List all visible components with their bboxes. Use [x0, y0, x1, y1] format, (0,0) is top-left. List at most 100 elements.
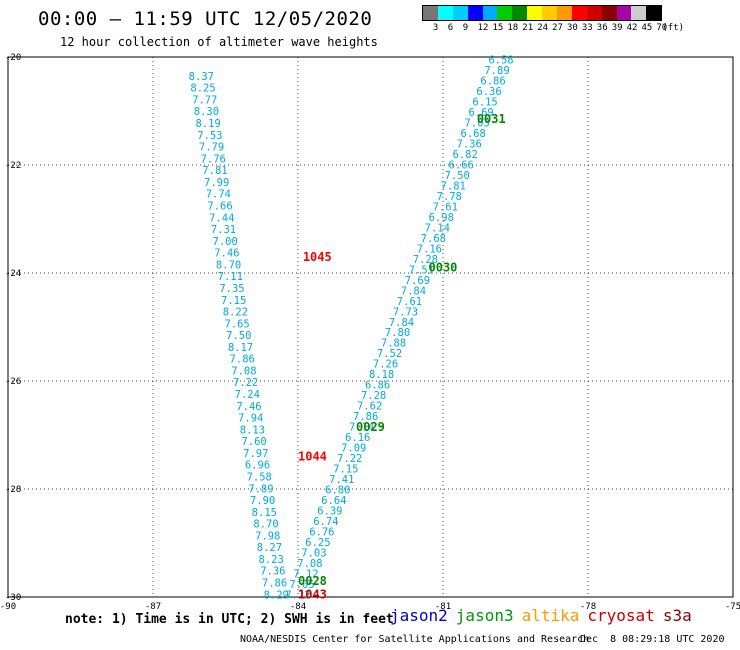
latitude-tick-label: -22 — [5, 161, 21, 171]
wave-height-value: 6.86 — [480, 76, 505, 88]
wave-height-value: 7.69 — [405, 275, 430, 287]
latitude-tick-label: -26 — [5, 377, 21, 387]
colorbar-swatch — [631, 6, 647, 20]
wave-height-value: 7.50 — [226, 330, 251, 342]
colorbar-label: 27 — [552, 23, 563, 33]
wave-height-value: 6.76 — [309, 526, 334, 538]
colorbar-swatch — [557, 6, 572, 20]
pass-time-label: 1045 — [303, 250, 332, 264]
wave-height-value: 7.58 — [247, 471, 272, 483]
colorbar-label: 3 — [432, 23, 439, 33]
colorbar-swatch — [542, 6, 558, 20]
colorbar-label: 30 — [567, 23, 578, 33]
longitude-tick-label: -78 — [580, 602, 596, 612]
satellite-legend: jason2 jason3 altika cryosat s3a — [390, 606, 700, 625]
wave-height-value: 7.24 — [235, 389, 260, 401]
colorbar-label: 15 — [492, 23, 504, 33]
wave-height-value: 7.28 — [413, 254, 438, 266]
colorbar-swatch — [467, 6, 483, 20]
colorbar-swatch — [601, 6, 617, 20]
wave-height-value: 6.64 — [321, 495, 346, 507]
wave-height-value: 7.66 — [207, 201, 232, 213]
wave-height-value: 6.39 — [317, 505, 342, 517]
wave-height-value: 8.29 — [264, 589, 289, 601]
wave-height-value: 6.25 — [305, 537, 330, 549]
colorbar-label: 12 — [477, 23, 489, 33]
colorbar-swatch — [527, 6, 543, 20]
wave-height-value: 7.65 — [224, 318, 249, 330]
wave-height-value: 7.84 — [401, 285, 426, 297]
latitude-tick-label: -30 — [5, 593, 21, 603]
colorbar-label: 6 — [447, 23, 454, 33]
colorbar-label: 33 — [581, 23, 593, 33]
satellite-legend-item: s3a — [662, 606, 692, 625]
colorbar-label: 45 — [641, 23, 653, 33]
wave-height-value: 7.26 — [373, 359, 398, 371]
satellite-legend-item: jason2 — [390, 606, 448, 625]
latitude-tick-label: -28 — [5, 485, 21, 495]
wave-height-value: 6.86 — [365, 380, 390, 392]
wave-height-value: 7.74 — [206, 189, 231, 201]
colorbar-label: 21 — [522, 23, 534, 33]
wave-height-value: 7.53 — [197, 130, 222, 142]
wave-height-value: 7.77 — [192, 94, 217, 106]
colorbar-label: 36 — [596, 23, 608, 33]
wave-height-value: 6.68 — [460, 128, 485, 140]
wave-height-value: 8.18 — [369, 369, 394, 381]
wave-height-value: 7.89 — [484, 65, 509, 77]
colorbar-labels: 3 6 9 12 15 18 21 24 27 30 33 36 39 42 45 70 (ft) — [422, 23, 684, 37]
wave-height-value: 7.86 — [353, 411, 378, 423]
wave-height-value: 7.50 — [445, 170, 470, 182]
colorbar-swatch — [512, 6, 528, 20]
wave-height-value: 7.15 — [333, 464, 358, 476]
wave-height-value: 6.74 — [313, 516, 338, 528]
wave-height-value: 6.80 — [325, 484, 350, 496]
longitude-tick-label: -75 — [725, 602, 740, 612]
latitude-tick-label: -20 — [5, 53, 21, 63]
satellite-legend-item: altika — [521, 606, 580, 625]
pass-time-label: 0030 — [429, 261, 458, 275]
wave-height-value: 7.86 — [230, 354, 255, 366]
colorbar-label: (ft) — [662, 23, 685, 33]
colorbar-swatch — [646, 6, 662, 20]
colorbar-swatches — [422, 5, 663, 21]
wave-height-value: 8.30 — [194, 106, 219, 118]
wave-height-value: 7.99 — [204, 177, 229, 189]
wave-height-value: 8.23 — [258, 554, 283, 566]
colorbar-label: 39 — [611, 23, 623, 33]
wave-height-value: 7.14 — [425, 222, 450, 234]
wave-height-value: 7.16 — [417, 243, 442, 255]
colorbar-label: 9 — [462, 23, 469, 33]
wave-height-value: 8.70 — [253, 519, 278, 531]
wave-height-value: 7.12 — [293, 568, 318, 580]
wave-height-value: 6.82 — [453, 149, 478, 161]
wave-height-value: 7.22 — [337, 453, 362, 465]
wave-height-value: 7.36 — [260, 566, 285, 578]
wave-height-value: 7.61 — [397, 296, 422, 308]
wave-height-value: 6.69 — [468, 107, 493, 119]
wave-height-value: 8.37 — [189, 71, 214, 83]
wave-height-value: 7.03 — [464, 118, 489, 130]
wave-height-value: 7.94 — [238, 413, 263, 425]
wave-height-value: 7.41 — [329, 474, 354, 486]
colorbar-label: 42 — [626, 23, 638, 33]
map-subtitle: 12 hour collection of altimeter wave hei… — [60, 35, 378, 49]
wave-height-value: 6.15 — [472, 97, 497, 109]
wave-height-value: 8.19 — [195, 118, 220, 130]
wave-height-value: 6.96 — [245, 460, 270, 472]
pass-time-label: 1043 — [298, 587, 327, 601]
wave-height-value: 7.62 — [357, 401, 382, 413]
wave-height-value: 7.51 — [409, 264, 434, 276]
wave-height-value: 7.11 — [218, 271, 243, 283]
satellite-legend-item: cryosat — [587, 606, 655, 625]
wave-height-value: 7.09 — [341, 443, 366, 455]
wave-height-value: 8.13 — [240, 424, 265, 436]
wave-height-value: 7.89 — [248, 483, 273, 495]
wave-height-value: 7.22 — [285, 589, 310, 601]
wave-height-value: 6.58 — [488, 55, 513, 67]
wave-height-value: 6.66 — [449, 160, 474, 172]
map-frame — [7, 56, 734, 598]
wave-height-value: 7.80 — [385, 327, 410, 339]
wave-height-value: 7.46 — [214, 248, 239, 260]
